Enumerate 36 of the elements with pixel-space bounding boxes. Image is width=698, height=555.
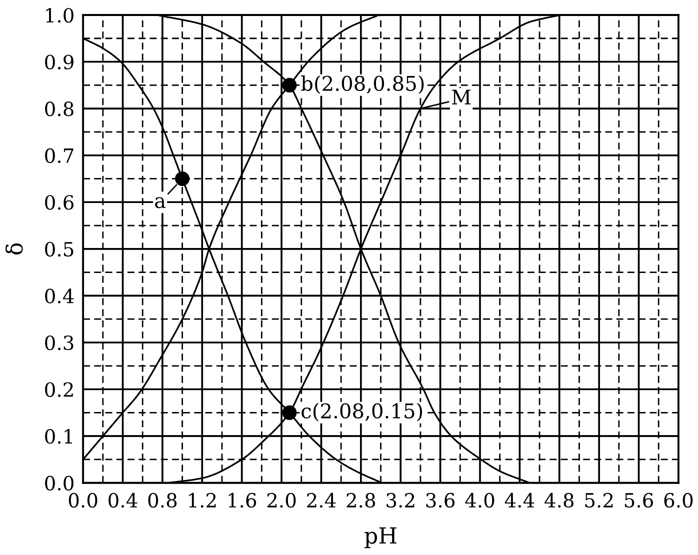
point [175,171,190,186]
annotation: b(2.08,0.85) [301,75,424,94]
x-tick-label: 5.6 [624,492,653,508]
x-tick-label: 2.8 [346,492,376,508]
x-tick-label: 4.8 [544,492,574,508]
x-tick-label: 4.0 [465,492,494,508]
y-tick-label: 0.6 [45,195,74,210]
x-tick-label: 0.8 [148,492,177,508]
y-tick-label: 0.8 [45,102,74,116]
annotation: a [155,197,166,208]
x-tick-label: 5.2 [585,492,613,508]
x-tick-label: 1.2 [189,492,216,508]
x-tick-label: 3.6 [426,492,455,508]
annotation: c(2.08,0.15) [302,402,422,422]
y-axis-title: δ [6,243,23,254]
x-tick-label: 2.4 [307,492,336,508]
y-tick-label: 0.5 [45,242,74,257]
point [282,78,297,92]
annotation: M [452,90,471,104]
x-tick-label: 3.2 [386,492,414,508]
point [282,405,297,420]
y-tick-label: 1.0 [46,8,74,23]
y-tick-label: 0.9 [45,54,74,70]
x-axis-title: pH [364,527,396,548]
x-tick-label: 4.4 [504,492,534,508]
x-tick-label: 6.0 [664,492,693,508]
x-tick-label: 2.0 [267,492,296,508]
y-tick-label: 0.7 [45,148,74,164]
y-tick-label: 0.3 [45,335,74,350]
x-tick-label: 1.6 [228,492,256,508]
y-tick-label: 0.4 [45,288,74,304]
x-tick-label: 0.4 [108,492,138,508]
y-tick-label: 0.1 [45,429,72,444]
y-tick-label: 0.2 [45,382,73,397]
x-tick-label: 0.0 [68,492,98,508]
y-tick-label: 0.0 [45,476,74,491]
